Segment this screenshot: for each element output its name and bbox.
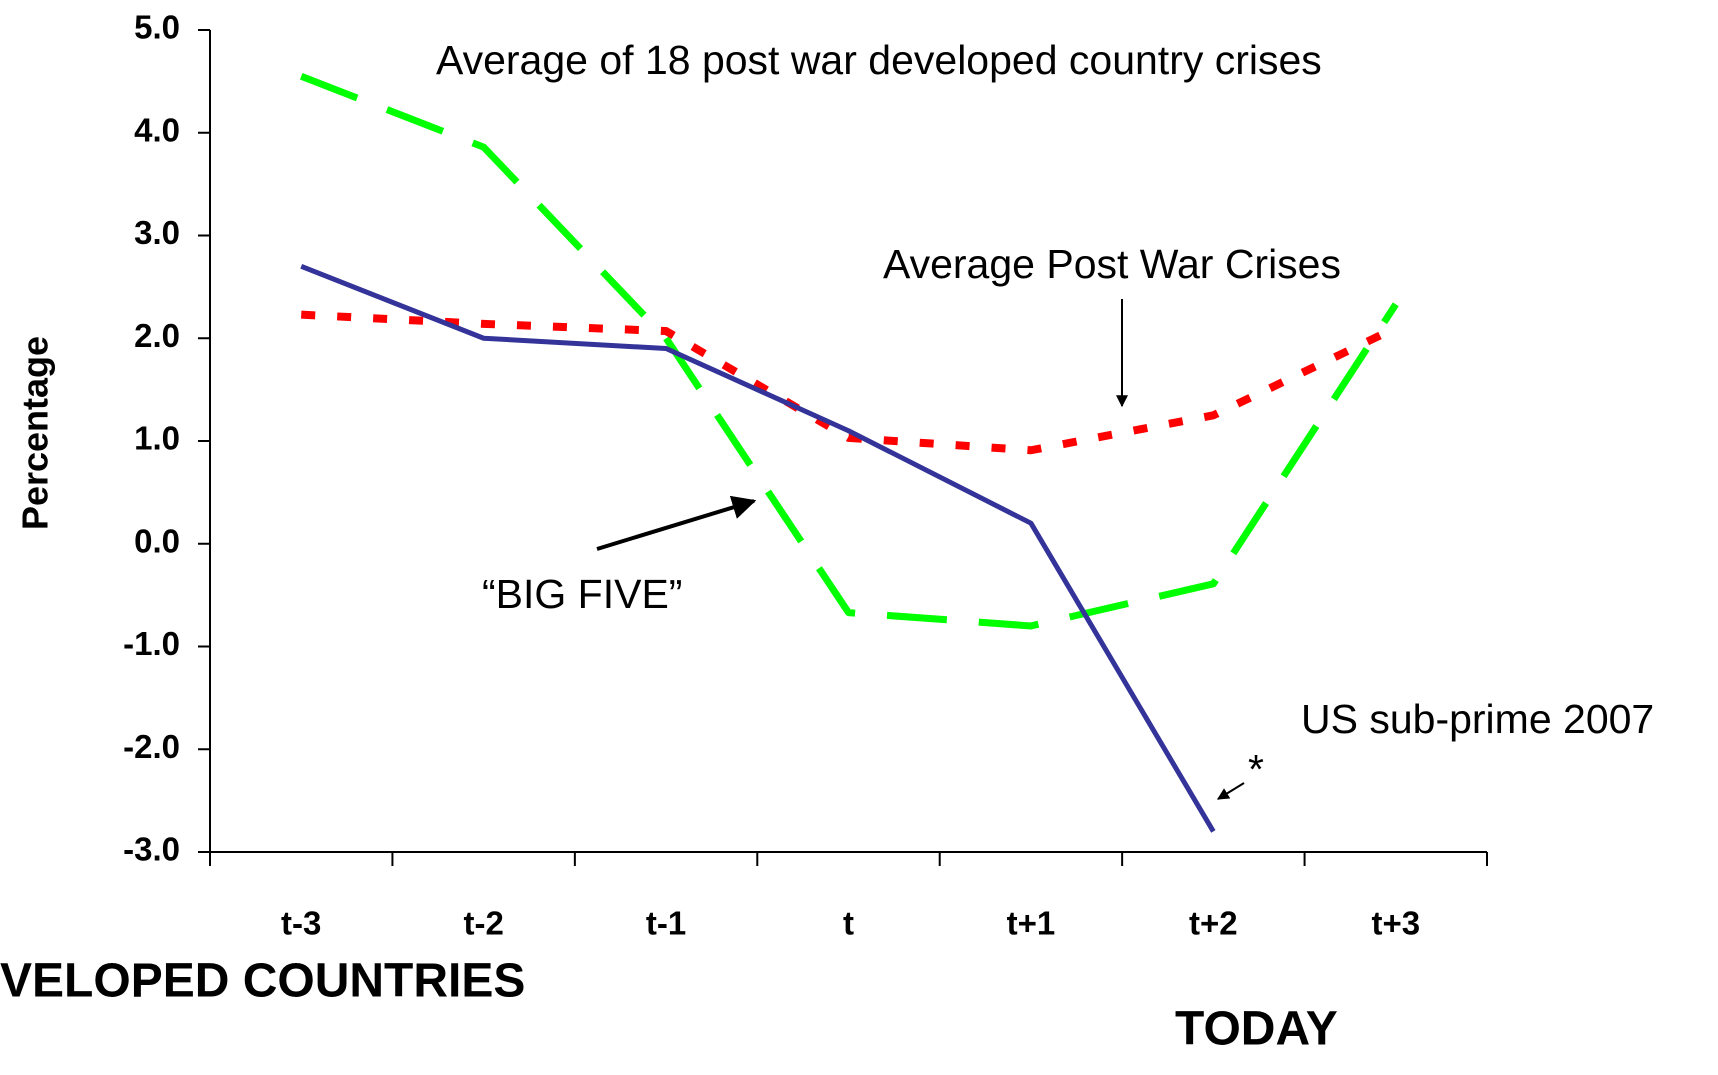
y-tick-label: 1.0 (134, 420, 180, 457)
y-tick-label: 4.0 (134, 111, 180, 148)
y-axis-label: Percentage (15, 336, 56, 530)
annotation: * (1248, 746, 1264, 792)
y-tick-label: 3.0 (134, 214, 180, 251)
arrow (596, 495, 757, 551)
x-tick-label: t+3 (1371, 905, 1420, 942)
y-tick-label: -2.0 (123, 728, 180, 765)
annotation: Average of 18 post war developed country… (436, 37, 1322, 83)
series-line (300, 263, 1216, 833)
x-tick-label: t-3 (281, 905, 321, 942)
x-tick-label: t+1 (1007, 905, 1056, 942)
x-tick-label: t+2 (1189, 905, 1238, 942)
series-line (299, 72, 1399, 630)
annotation: US sub-prime 2007 (1301, 696, 1654, 742)
x-tick-label: t (843, 905, 854, 942)
y-tick-label: -1.0 (123, 625, 180, 662)
x-tick-label: t-2 (463, 905, 503, 942)
annotation: VELOPED COUNTRIES (0, 955, 525, 1008)
y-tick-label: 2.0 (134, 317, 180, 354)
annotation: “BIG FIVE” (482, 571, 682, 617)
arrow (1216, 782, 1245, 800)
x-tick-label: t-1 (646, 905, 686, 942)
y-tick-label: 5.0 (134, 9, 180, 46)
annotation: Average Post War Crises (883, 241, 1341, 287)
series-line (301, 310, 1398, 455)
y-tick-label: 0.0 (134, 522, 180, 559)
y-tick-label: -3.0 (123, 831, 180, 868)
annotation: TODAY (1175, 1003, 1338, 1056)
